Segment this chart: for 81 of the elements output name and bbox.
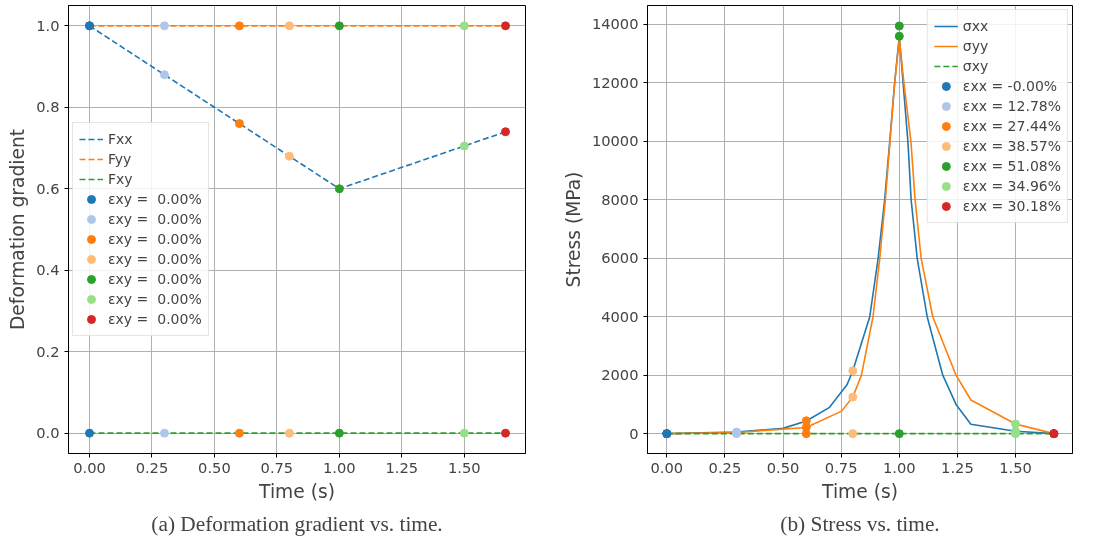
legend-label: σxy	[962, 57, 989, 76]
x-tick-label: 1.50	[447, 458, 481, 476]
point	[159, 21, 169, 31]
y-tick-label: 4000	[601, 307, 639, 325]
x-tick-label: 0.50	[766, 458, 800, 476]
x-tick-label: 1.25	[941, 458, 974, 476]
point	[334, 184, 344, 194]
x-tick-label: 0.50	[198, 458, 231, 476]
point	[334, 428, 344, 438]
y-tick-label: 0.2	[36, 342, 60, 360]
legend-label: εxy = 0.00%	[108, 230, 202, 249]
point	[459, 428, 469, 438]
legend-label: εxx = -0.00%	[962, 77, 1058, 96]
legend-label: εxy = 0.00%	[108, 210, 202, 229]
point	[848, 366, 858, 376]
point	[459, 141, 469, 151]
y-tick-label: 12000	[591, 73, 639, 91]
legend-label: εxy = 0.00%	[108, 190, 202, 209]
point	[848, 392, 858, 402]
text: (b) Stress vs. time.	[780, 511, 940, 536]
y-tick-label: 14000	[591, 15, 639, 33]
point	[459, 21, 469, 31]
point	[159, 70, 169, 80]
y-tick-label: 8000	[601, 190, 639, 208]
y-tick-label: 2000	[601, 366, 639, 384]
legend-label: εxx = 12.78%	[962, 97, 1061, 116]
legend-label: σxx	[962, 17, 989, 36]
x-tick-label: 1.00	[882, 458, 916, 476]
y-axis-title: Deformation gradient	[7, 128, 29, 331]
legend-label: εxx = 27.44%	[962, 117, 1061, 136]
point	[284, 428, 294, 438]
point	[894, 429, 904, 439]
x-tick-label: 1.50	[999, 458, 1032, 476]
x-tick-label: 0.25	[135, 458, 169, 476]
point	[284, 21, 294, 31]
point	[501, 428, 511, 438]
point	[501, 127, 511, 137]
x-tick-label: 0.75	[824, 458, 858, 476]
legend-label: εxx = 30.18%	[962, 197, 1061, 216]
point	[234, 428, 244, 438]
y-tick-label: 0	[629, 424, 639, 442]
y-tick-label: 0.8	[36, 98, 60, 116]
y-tick-label: 0.0	[36, 424, 60, 442]
legend-label: Fxy	[108, 170, 133, 189]
x-tick-label: 1.00	[323, 458, 356, 476]
x-tick-label: 0.75	[260, 458, 294, 476]
legend-label: εxx = 51.08%	[962, 157, 1061, 176]
point	[501, 21, 511, 31]
point	[234, 119, 244, 129]
legend-label: εxx = 34.96%	[962, 177, 1061, 196]
legend-label: εxx = 38.57%	[962, 137, 1061, 156]
legend-label: Fxx	[108, 130, 133, 149]
x-axis-title: Time (s)	[258, 480, 335, 502]
y-tick-label: 10000	[591, 132, 639, 150]
y-tick-label: 1.0	[36, 16, 60, 34]
legend-label: εxy = 0.00%	[108, 290, 202, 309]
legend-label: εxy = 0.00%	[108, 270, 202, 289]
x-tick-label: 1.25	[385, 458, 419, 476]
point	[284, 151, 294, 161]
y-tick-label: 6000	[601, 249, 639, 267]
text: (a) Deformation gradient vs. time.	[151, 511, 443, 536]
y-tick-label: 0.6	[36, 179, 60, 197]
point	[334, 21, 344, 31]
point	[159, 428, 169, 438]
legend-label: εxy = 0.00%	[108, 310, 202, 329]
legend-label: σyy	[962, 37, 989, 56]
point	[894, 31, 904, 41]
legend-label: εxy = 0.00%	[108, 250, 202, 269]
x-tick-label: 0.00	[650, 458, 684, 476]
y-axis-title: Stress (MPa)	[562, 171, 584, 288]
point	[1011, 419, 1021, 429]
y-tick-label: 0.4	[36, 261, 60, 279]
point	[84, 428, 94, 438]
x-tick-label: 0.25	[708, 458, 742, 476]
x-axis-title: Time (s)	[821, 480, 898, 502]
x-tick-label: 0.00	[73, 458, 106, 476]
point	[848, 429, 858, 439]
point	[894, 21, 904, 31]
point	[801, 429, 811, 439]
point	[234, 21, 244, 31]
legend-label: Fyy	[108, 150, 132, 169]
